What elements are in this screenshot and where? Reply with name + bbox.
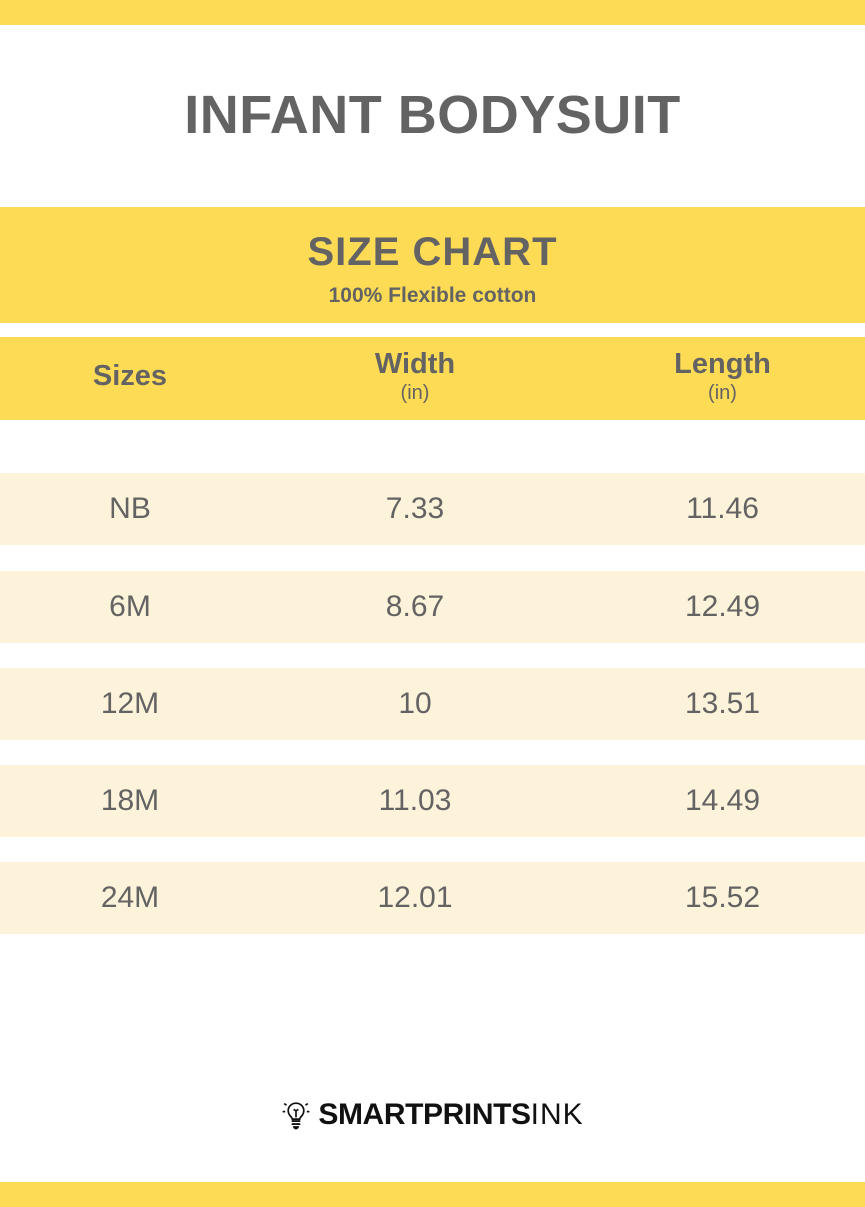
column-header-size-label: Sizes — [92, 360, 168, 392]
cell-width: 12.01 — [377, 881, 453, 914]
column-header-width: Width (in) — [300, 337, 530, 420]
brand-name-primary: SMARTPRINTS — [318, 1098, 531, 1131]
bottom-accent-band — [0, 1182, 865, 1207]
size-chart-heading: SIZE CHART — [307, 230, 558, 274]
cell-length: 11.46 — [686, 492, 759, 525]
page-title: INFANT BODYSUIT — [184, 85, 681, 145]
column-header-length: Length (in) — [610, 337, 835, 420]
size-chart-subtitle: 100% Flexible cotton — [328, 284, 537, 307]
cell-size: 6M — [109, 590, 151, 623]
cell-length: 13.51 — [684, 687, 761, 720]
cell-width: 7.33 — [385, 492, 445, 525]
table-row: NB 7.33 11.46 — [0, 473, 865, 545]
table-row: 18M 11.03 14.49 — [0, 765, 865, 837]
cell-size: 18M — [100, 784, 160, 817]
column-header-size: Sizes — [20, 337, 240, 420]
lightbulb-icon — [282, 1102, 310, 1130]
table-header-row: Sizes Width (in) Length (in) — [0, 337, 865, 420]
cell-width: 8.67 — [385, 590, 445, 623]
cell-width: 11.03 — [378, 784, 452, 817]
column-header-length-unit: (in) — [708, 382, 737, 404]
size-chart-banner: SIZE CHART 100% Flexible cotton — [0, 207, 865, 323]
cell-size: NB — [109, 492, 151, 525]
column-header-width-label: Width — [374, 348, 456, 380]
brand-name-secondary: INK — [530, 1098, 584, 1131]
cell-size: 12M — [100, 687, 160, 720]
cell-length: 15.52 — [684, 881, 761, 914]
cell-size: 24M — [100, 881, 160, 914]
brand-logo: SMARTPRINTSINK — [0, 1092, 865, 1138]
cell-length: 12.49 — [684, 590, 761, 623]
column-header-length-label: Length — [674, 348, 771, 380]
column-header-width-unit: (in) — [400, 382, 430, 404]
table-row: 24M 12.01 15.52 — [0, 862, 865, 934]
cell-length: 14.49 — [684, 784, 761, 817]
table-row: 6M 8.67 12.49 — [0, 571, 865, 643]
table-row: 12M 10 13.51 — [0, 668, 865, 740]
brand-name: SMARTPRINTSINK — [318, 1099, 583, 1131]
top-accent-band — [0, 0, 865, 25]
cell-width: 10 — [398, 687, 432, 720]
